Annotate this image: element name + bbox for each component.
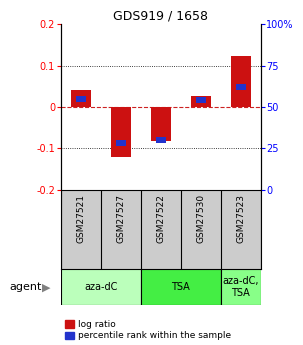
Legend: log ratio, percentile rank within the sample: log ratio, percentile rank within the sa… [65, 320, 231, 341]
Title: GDS919 / 1658: GDS919 / 1658 [113, 10, 208, 23]
Bar [111, 107, 131, 157]
Bar [71, 90, 91, 107]
Text: ▶: ▶ [42, 282, 51, 292]
Text: TSA: TSA [171, 282, 190, 292]
Bar [236, 84, 245, 90]
Bar [196, 97, 205, 104]
Bar [191, 96, 211, 107]
Text: GSM27530: GSM27530 [196, 194, 205, 243]
Text: GSM27522: GSM27522 [156, 194, 165, 243]
Bar [116, 140, 126, 147]
Bar [156, 137, 166, 143]
Text: GSM27523: GSM27523 [236, 194, 245, 243]
Bar [141, 269, 221, 305]
Text: GSM27527: GSM27527 [116, 194, 125, 243]
Text: agent: agent [9, 282, 42, 292]
Text: aza-dC,
TSA: aza-dC, TSA [222, 276, 259, 298]
Bar [231, 57, 251, 107]
Text: GSM27521: GSM27521 [76, 194, 85, 243]
Text: aza-dC: aza-dC [84, 282, 117, 292]
Bar [151, 107, 171, 141]
Bar [61, 269, 141, 305]
Bar [221, 269, 261, 305]
Bar [76, 96, 85, 102]
